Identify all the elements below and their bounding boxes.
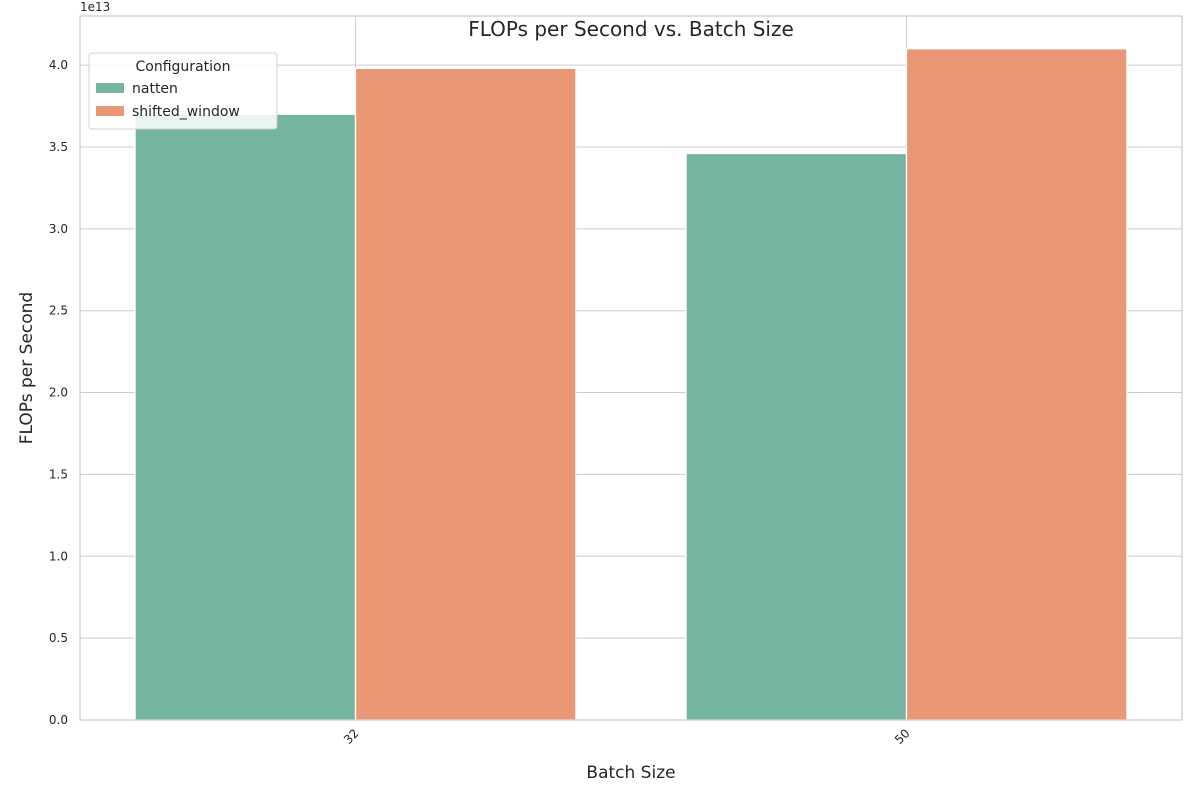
y-tick-label: 0.0	[49, 713, 68, 727]
y-tick-labels: 0.0 0.5 1.0 1.5 2.0 2.5 3.0 3.5 4.0	[49, 58, 68, 727]
y-tick-label: 1.5	[49, 467, 68, 481]
y-tick-label: 4.0	[49, 58, 68, 72]
x-tick-label: 50	[892, 726, 913, 747]
legend-items: natten shifted_window	[96, 81, 240, 120]
y-tick-label: 1.0	[49, 549, 68, 563]
y-tick-label: 2.0	[49, 386, 68, 400]
bar-natten-32	[134, 113, 357, 721]
bar-natten-50	[685, 152, 908, 721]
y-tick-label: 0.5	[49, 631, 68, 645]
bar-shifted-window-50	[905, 48, 1128, 721]
y-tick-label: 3.0	[49, 222, 68, 236]
y-offset-label: 1e13	[80, 0, 110, 14]
x-tick-labels: 32 50	[341, 726, 913, 747]
legend-box	[88, 52, 278, 130]
legend-label: shifted_window	[132, 104, 240, 120]
y-tick-label: 3.5	[49, 140, 68, 154]
y-axis-title: FLOPs per Second	[17, 292, 37, 444]
plot-frame	[79, 15, 1183, 721]
legend-title: Configuration	[136, 59, 231, 75]
legend-swatch	[96, 83, 124, 93]
legend: Configuration natten shifted_window	[88, 52, 278, 130]
bar-shifted-window-32	[354, 67, 577, 721]
x-axis-title: Batch Size	[586, 763, 675, 783]
x-tick-label: 32	[341, 726, 362, 747]
bars	[134, 48, 1128, 721]
y-tick-label: 2.5	[49, 304, 68, 318]
legend-label: natten	[132, 81, 178, 97]
legend-swatch	[96, 106, 124, 116]
chart-title: FLOPs per Second vs. Batch Size	[468, 17, 794, 41]
